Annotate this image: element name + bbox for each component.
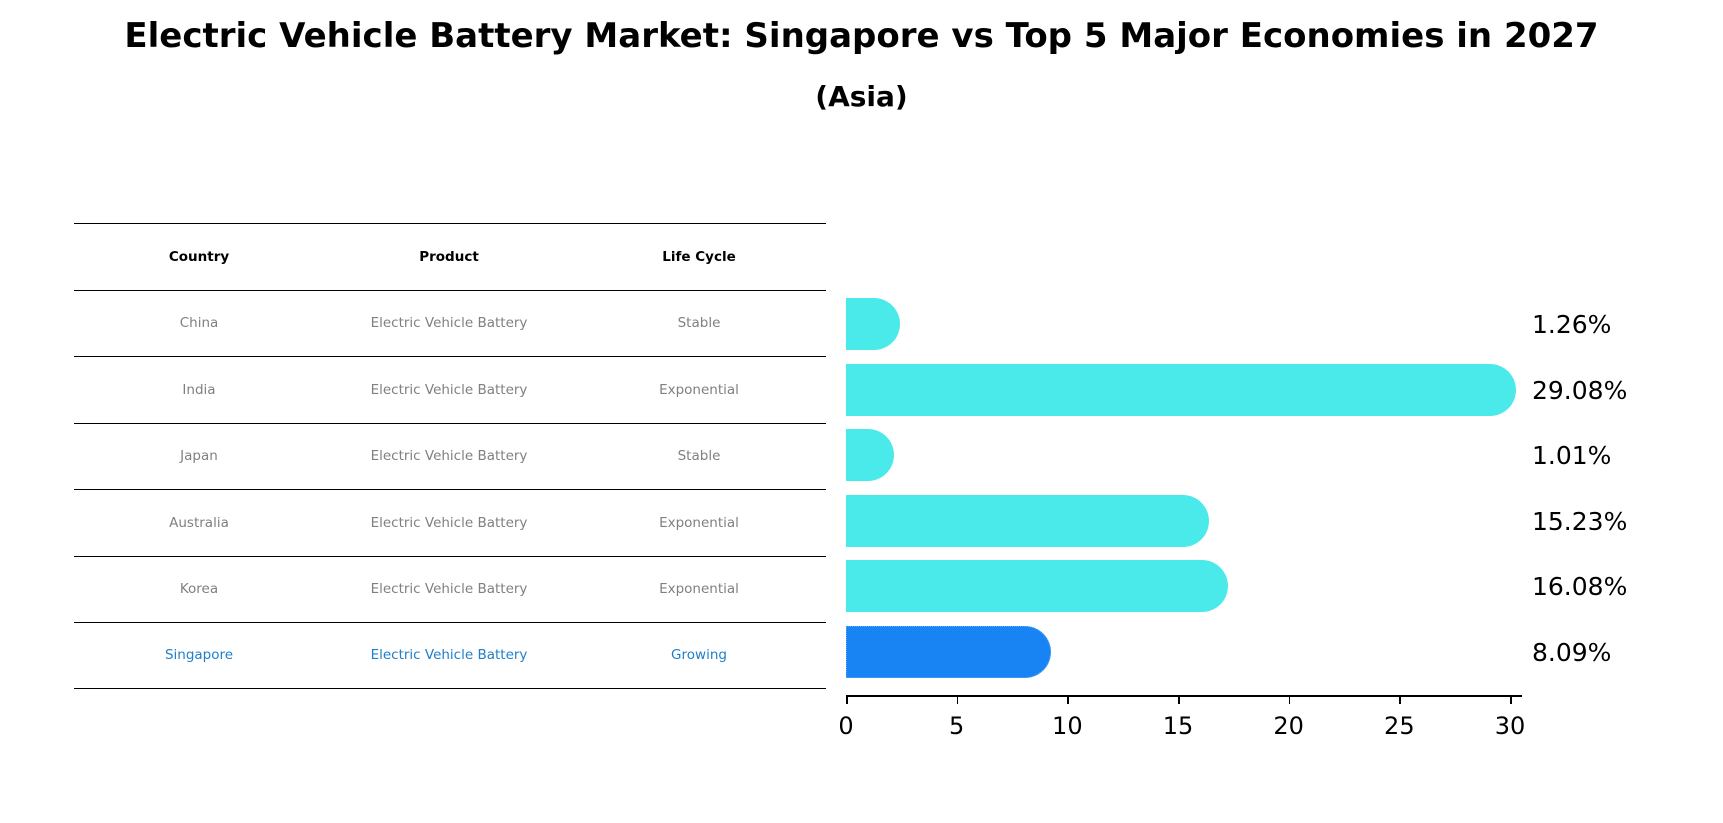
x-tick — [846, 695, 848, 704]
column-header-life-cycle: Life Cycle — [662, 248, 736, 265]
table-row-highlighted: Singapore Electric Vehicle Battery Growi… — [74, 622, 826, 689]
x-tick-label: 0 — [838, 712, 854, 740]
bar-japan — [846, 429, 895, 481]
x-tick-label: 30 — [1494, 712, 1526, 740]
value-label: 29.08% — [1532, 375, 1628, 405]
table-row: Australia Electric Vehicle Battery Expon… — [74, 489, 826, 556]
country-cell: China — [179, 315, 219, 332]
table-row: China Electric Vehicle Battery Stable — [74, 289, 826, 357]
bar-korea — [846, 560, 1228, 612]
product-cell: Electric Vehicle Battery — [370, 647, 528, 664]
table-row: India Electric Vehicle Battery Exponenti… — [74, 356, 826, 423]
x-tick-label: 25 — [1384, 712, 1415, 740]
x-tick — [1288, 695, 1291, 704]
product-cell: Electric Vehicle Battery — [370, 381, 528, 398]
column-header-country: Country — [168, 248, 230, 265]
bar-india — [846, 363, 1516, 416]
bar-plot-area: 1.26% 29.08% 1.01% 15.23% 16.08% 8.09% — [846, 290, 1627, 695]
x-tick — [1510, 695, 1512, 704]
value-label: 1.26% — [1532, 310, 1612, 339]
life-cycle-cell: Growing — [671, 647, 727, 664]
country-cell: Korea — [179, 581, 219, 598]
chart-title: Electric Vehicle Battery Market: Singapo… — [124, 16, 1599, 56]
life-cycle-cell: Stable — [677, 315, 721, 332]
value-label: 16.08% — [1532, 572, 1628, 601]
x-tick — [1399, 695, 1401, 704]
table-row: Japan Electric Vehicle Battery Stable — [74, 422, 826, 490]
x-tick — [1067, 695, 1069, 704]
life-cycle-cell: Exponential — [659, 381, 739, 398]
value-label: 15.23% — [1532, 506, 1628, 536]
value-label: 8.09% — [1532, 637, 1612, 667]
table-header-row: Country Product Life Cycle — [74, 223, 826, 290]
x-axis-line — [846, 695, 1522, 697]
product-cell: Electric Vehicle Battery — [370, 514, 528, 531]
x-tick-label: 5 — [949, 712, 965, 740]
x-tick-label: 10 — [1052, 712, 1083, 740]
x-tick-label: 15 — [1162, 712, 1194, 740]
x-tick — [956, 695, 959, 704]
x-tick-label: 20 — [1273, 712, 1304, 740]
table-row: Korea Electric Vehicle Battery Exponenti… — [74, 555, 826, 623]
x-tick — [1178, 695, 1180, 704]
value-label: 1.01% — [1532, 441, 1612, 470]
country-cell: India — [182, 381, 216, 398]
column-header-product: Product — [419, 248, 479, 265]
life-cycle-cell: Stable — [677, 448, 721, 465]
bar-china — [846, 298, 900, 350]
life-cycle-cell: Exponential — [659, 514, 739, 531]
bar-australia — [846, 494, 1210, 547]
country-cell: Japan — [180, 448, 218, 465]
country-cell: Australia — [169, 514, 229, 531]
bar-singapore — [846, 625, 1052, 678]
product-cell: Electric Vehicle Battery — [370, 315, 528, 332]
product-cell: Electric Vehicle Battery — [370, 581, 528, 598]
country-cell: Singapore — [164, 647, 234, 664]
data-table: Country Product Life Cycle China Electri… — [74, 223, 826, 689]
chart-subtitle: (Asia) — [815, 80, 908, 113]
life-cycle-cell: Exponential — [659, 581, 739, 598]
product-cell: Electric Vehicle Battery — [370, 448, 528, 465]
